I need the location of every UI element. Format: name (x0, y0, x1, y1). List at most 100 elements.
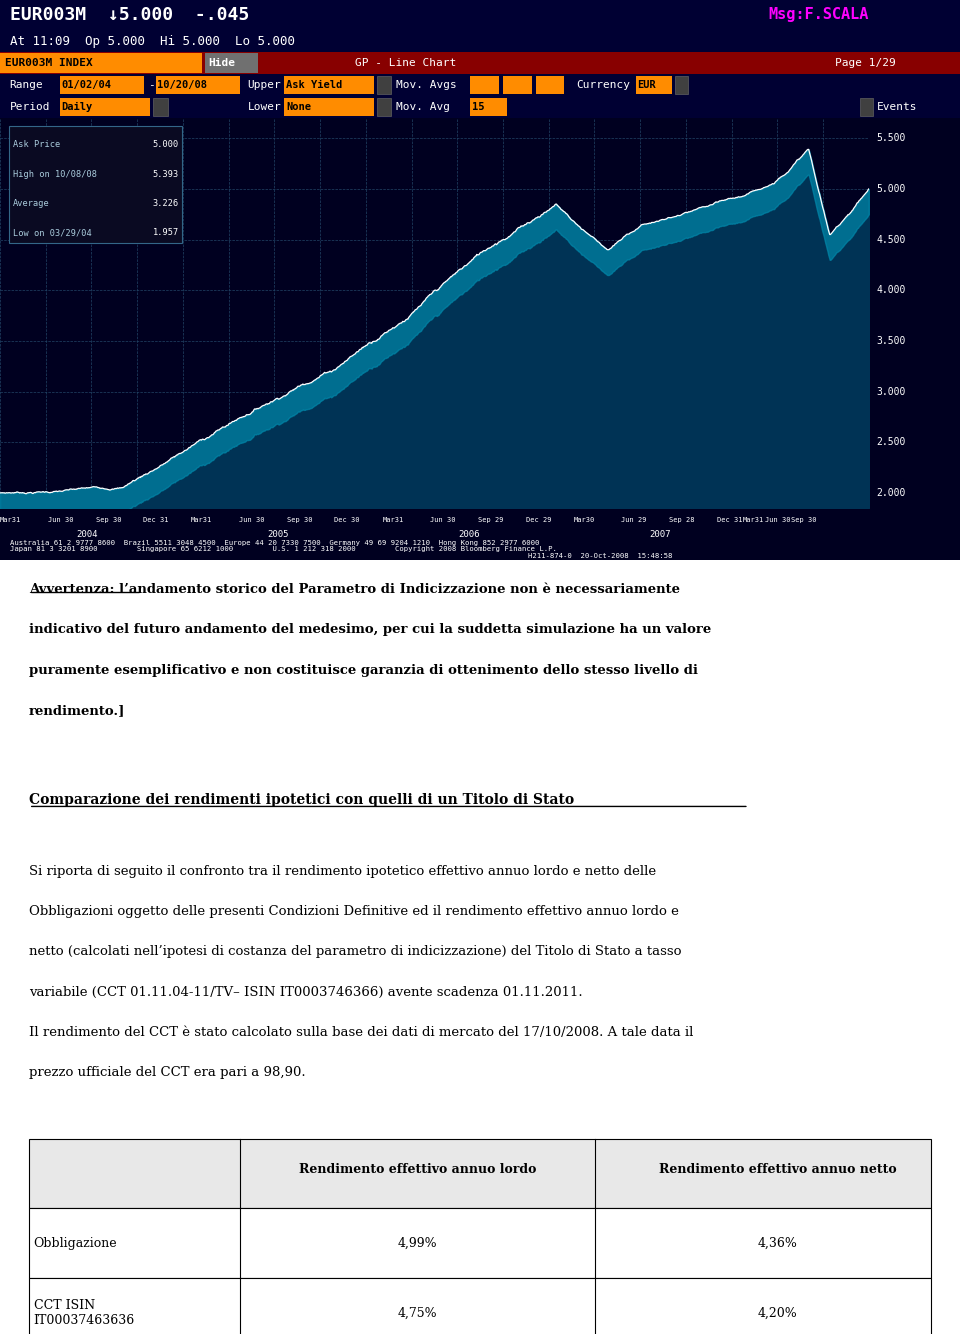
Text: 2005: 2005 (267, 530, 289, 539)
Text: Dec 30: Dec 30 (334, 518, 360, 523)
Bar (9, 125, 182, 243)
Text: Mar30: Mar30 (573, 518, 594, 523)
Text: Sep 29: Sep 29 (478, 518, 503, 523)
Text: Si riporta di seguito il confronto tra il rendimento ipotetico effettivo annuo l: Si riporta di seguito il confronto tra i… (29, 864, 656, 878)
Bar (636, 76, 672, 95)
Bar (470, 76, 499, 95)
Text: Ask Price: Ask Price (13, 140, 60, 149)
Text: Mar31: Mar31 (382, 518, 403, 523)
Text: Mov. Avg: Mov. Avg (396, 101, 449, 112)
Text: Jun 30: Jun 30 (48, 518, 73, 523)
Text: 3.000: 3.000 (876, 387, 905, 396)
Text: Range: Range (10, 80, 43, 89)
Text: Australia 61 2 9777 8600  Brazil 5511 3048 4500  Europe 44 20 7330 7500  Germany: Australia 61 2 9777 8600 Brazil 5511 304… (10, 540, 539, 546)
Bar (284, 97, 374, 116)
Text: Dec 31: Dec 31 (143, 518, 169, 523)
Bar (536, 76, 564, 95)
Text: EUR: EUR (637, 80, 657, 89)
Text: 4,36%: 4,36% (757, 1237, 798, 1250)
Text: Mar31: Mar31 (743, 518, 764, 523)
Bar (0, 538, 960, 560)
Text: Il rendimento del CCT è stato calcolato sulla base dei dati di mercato del 17/10: Il rendimento del CCT è stato calcolato … (29, 1026, 693, 1039)
Bar (0, 508, 960, 538)
Text: Jun 29: Jun 29 (621, 518, 647, 523)
Text: Msg:F.SCALA: Msg:F.SCALA (768, 8, 869, 23)
Bar (470, 97, 507, 116)
Text: 3.226: 3.226 (153, 199, 179, 208)
Bar (503, 76, 532, 95)
Text: Jun 30: Jun 30 (430, 518, 456, 523)
Bar (60, 76, 144, 95)
Text: Mar31: Mar31 (191, 518, 212, 523)
Text: Rendimento effettivo annuo lordo: Rendimento effettivo annuo lordo (299, 1163, 537, 1177)
Text: GP - Line Chart: GP - Line Chart (355, 57, 456, 68)
Text: netto (calcolati nell’ipotesi di costanza del parametro di indicizzazione) del T: netto (calcolati nell’ipotesi di costanz… (29, 946, 682, 958)
Text: -: - (148, 80, 155, 89)
Text: Sep 30: Sep 30 (96, 518, 121, 523)
Text: variabile (CCT 01.11.04-11/TV– ISIN IT0003746366) avente scadenza 01.11.2011.: variabile (CCT 01.11.04-11/TV– ISIN IT00… (29, 986, 583, 999)
Bar (0, 73, 960, 96)
Text: rendimento.]: rendimento.] (29, 704, 125, 716)
Text: Obbligazioni oggetto delle presenti Condizioni Definitive ed il rendimento effet: Obbligazioni oggetto delle presenti Cond… (29, 906, 679, 918)
Bar (29, 1209, 931, 1278)
Text: Mar31: Mar31 (0, 518, 21, 523)
Text: Japan 81 3 3201 8900         Singapore 65 6212 1000         U.S. 1 212 318 2000 : Japan 81 3 3201 8900 Singapore 65 6212 1… (10, 547, 557, 552)
Text: 4.500: 4.500 (876, 235, 905, 244)
Text: 5.000: 5.000 (876, 184, 905, 193)
Text: CCT ISIN
IT00037463636: CCT ISIN IT00037463636 (34, 1299, 134, 1327)
Text: Jun 30: Jun 30 (239, 518, 264, 523)
Text: Currency: Currency (576, 80, 630, 89)
Text: 15: 15 (472, 101, 485, 112)
Text: Comparazione dei rendimenti ipotetici con quelli di un Titolo di Stato: Comparazione dei rendimenti ipotetici co… (29, 792, 574, 807)
Text: None: None (286, 101, 311, 112)
Text: 3.500: 3.500 (876, 336, 905, 346)
Text: prezzo ufficiale del CCT era pari a 98,90.: prezzo ufficiale del CCT era pari a 98,9… (29, 1066, 305, 1079)
Bar (153, 97, 168, 116)
Text: Ask Yield: Ask Yield (286, 80, 343, 89)
Text: Upper: Upper (248, 80, 281, 89)
Text: Events: Events (876, 101, 917, 112)
Text: puramente esemplificativo e non costituisce garanzia di ottenimento dello stesso: puramente esemplificativo e non costitui… (29, 664, 698, 676)
Text: 2006: 2006 (459, 530, 480, 539)
Text: High on 10/08/08: High on 10/08/08 (13, 169, 97, 179)
Text: 4,99%: 4,99% (397, 1237, 438, 1250)
Bar (0, 52, 960, 73)
Text: 1.957: 1.957 (153, 228, 179, 237)
Text: H211-874-0  20-Oct-2008  15:48:58: H211-874-0 20-Oct-2008 15:48:58 (528, 554, 672, 559)
Bar (0, 96, 960, 117)
Bar (284, 76, 374, 95)
Text: 5.500: 5.500 (876, 133, 905, 143)
Text: indicativo del futuro andamento del medesimo, per cui la suddetta simulazione ha: indicativo del futuro andamento del mede… (29, 623, 711, 636)
Bar (0, 29, 960, 52)
Text: Low on 03/29/04: Low on 03/29/04 (13, 228, 92, 237)
Bar (0, 0, 960, 29)
Bar (0, 117, 960, 508)
Text: Average: Average (13, 199, 50, 208)
Text: EUR003M INDEX: EUR003M INDEX (5, 57, 92, 68)
Text: Daily: Daily (61, 101, 93, 112)
Bar (29, 1139, 931, 1209)
Text: Dec 31: Dec 31 (717, 518, 742, 523)
Text: Lower: Lower (248, 101, 281, 112)
Text: 2007: 2007 (650, 530, 671, 539)
Bar (205, 53, 258, 73)
Text: 4,75%: 4,75% (397, 1306, 438, 1319)
Bar (0, 53, 202, 73)
Text: EUR003M  ↓5.000  -.045: EUR003M ↓5.000 -.045 (10, 5, 249, 24)
Text: Sep 30: Sep 30 (287, 518, 312, 523)
Text: Dec 29: Dec 29 (526, 518, 551, 523)
Text: 01/02/04: 01/02/04 (61, 80, 111, 89)
Bar (377, 76, 391, 95)
Bar (60, 97, 150, 116)
Text: 5.000: 5.000 (153, 140, 179, 149)
Text: 2.000: 2.000 (876, 488, 905, 498)
Text: At 11:09  Op 5.000  Hi 5.000  Lo 5.000: At 11:09 Op 5.000 Hi 5.000 Lo 5.000 (10, 35, 295, 48)
Text: 10/20/08: 10/20/08 (157, 80, 207, 89)
Bar (675, 76, 688, 95)
Bar (156, 76, 240, 95)
Text: Period: Period (10, 101, 50, 112)
Text: Avvertenza: l’andamento storico del Parametro di Indicizzazione non è necessaria: Avvertenza: l’andamento storico del Para… (29, 583, 680, 596)
Text: 2.500: 2.500 (876, 438, 905, 447)
Text: Sep 28: Sep 28 (669, 518, 694, 523)
Text: 2004: 2004 (76, 530, 98, 539)
